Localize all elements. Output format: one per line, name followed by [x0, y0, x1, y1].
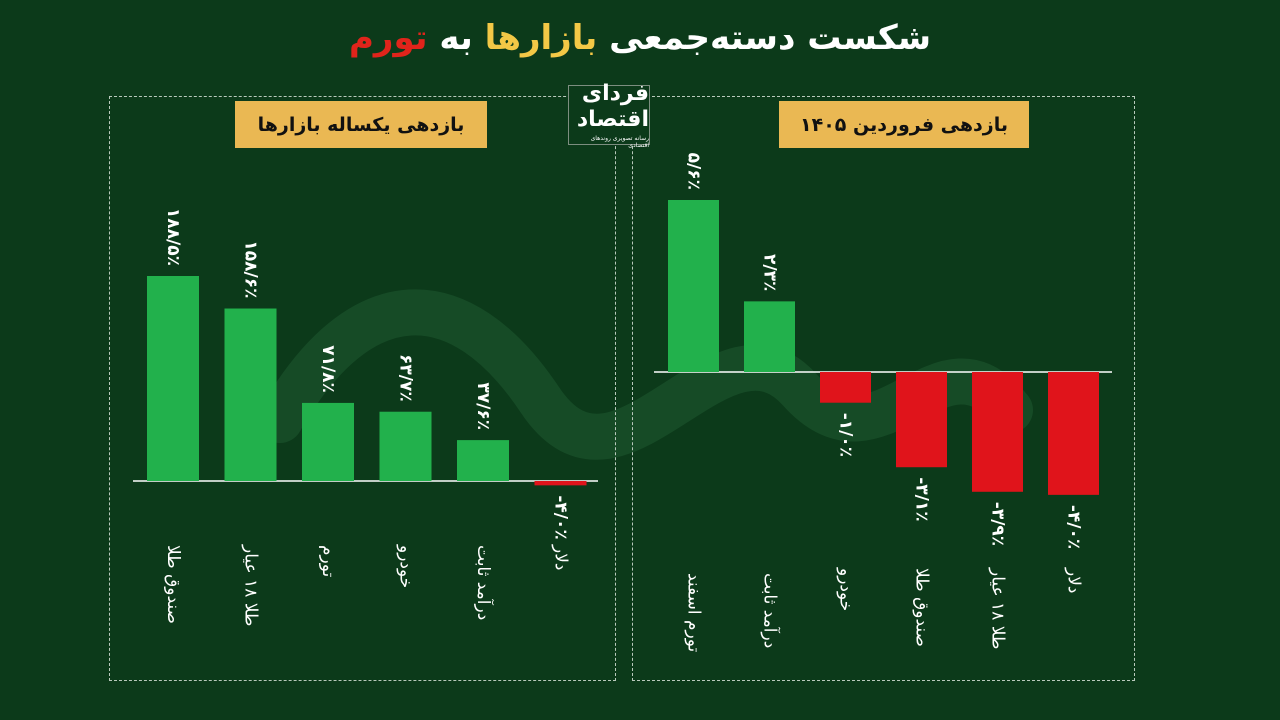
monthly-returns-header: بازدهی فروردین ۱۴۰۵ [779, 101, 1029, 148]
chart1-bar-1 [744, 301, 795, 372]
title-part2: بازارها [484, 18, 598, 58]
brand-logo: فردای اقتصاد رسانه تصویری روندهای اقتصاد… [568, 81, 650, 149]
chart0-bar-0 [147, 276, 199, 481]
chart1-category-label-1: درآمد ثابت [760, 573, 782, 648]
chart0-bar-2 [302, 402, 354, 481]
title-part4: تورم [348, 18, 428, 58]
yearly-returns-panel: بازدهی یکساله بازارها [109, 96, 616, 681]
monthly-returns-panel: بازدهی فروردین ۱۴۰۵ [632, 96, 1135, 681]
chart1-bar-0 [668, 200, 719, 372]
chart0-category-label-2: تورم [318, 545, 338, 578]
chart1-bar-2 [820, 372, 871, 403]
chart0-bar-4 [457, 440, 509, 481]
title-part1: شکست دسته‌جمعی [609, 18, 932, 58]
chart1-value-label-5: -۴/۰٪ [1064, 505, 1084, 549]
chart0-category-label-1: طلا ۱۸ عیار [241, 544, 261, 626]
chart1-category-label-5: دلار [1064, 567, 1084, 593]
chart0-category-label-3: خودرو [396, 544, 416, 588]
chart1-value-label-1: ۲/۳٪ [760, 254, 780, 291]
chart0-category-label-4: درآمد ثابت [473, 545, 495, 620]
chart1-category-label-2: خودرو [836, 567, 856, 611]
chart0-value-label-4: ۳۷/۶٪ [473, 382, 493, 430]
chart1-value-label-0: ۵/۶٪ [684, 153, 704, 190]
chart1-bar-3 [896, 372, 947, 468]
chart0-category-label-0: صندوق طلا [163, 545, 183, 624]
title-part3: به [439, 18, 473, 58]
chart0-value-label-3: ۶۳/۷٪ [396, 354, 416, 402]
logo-name: فردای اقتصاد [576, 81, 649, 132]
chart0-bar-5 [534, 481, 587, 486]
chart1-category-label-4: طلا ۱۸ عیار [988, 567, 1008, 649]
monthly-returns-title: بازدهی فروردین ۱۴۰۵ [800, 113, 1008, 136]
chart1-bar-5 [1048, 372, 1099, 495]
chart1-category-label-3: صندوق طلا [912, 568, 932, 647]
chart1-bar-4 [972, 372, 1023, 492]
chart0-value-label-0: ۱۸۸/۵٪ [163, 208, 183, 266]
logo-tagline: رسانه تصویری روندهای اقتصادی [590, 135, 649, 149]
chart0-value-label-1: ۱۵۸/۶٪ [241, 240, 261, 298]
chart1-value-label-3: -۳/۱٪ [912, 477, 932, 521]
page-title: شکست دسته‌جمعی بازارها به تورم [0, 18, 1280, 58]
yearly-returns-title: بازدهی یکساله بازارها [257, 113, 465, 136]
yearly-returns-header: بازدهی یکساله بازارها [235, 101, 487, 148]
chart1-value-label-2: -۱/۰٪ [836, 413, 856, 457]
chart1-value-label-4: -۳/۹٪ [988, 502, 1008, 546]
chart0-category-label-5: دلار [551, 544, 571, 570]
chart1-category-label-0: تورم اسفند [684, 573, 704, 653]
chart0-bar-1 [224, 308, 277, 481]
chart0-value-label-2: ۷۱/۸٪ [318, 345, 338, 393]
chart0-bar-3 [379, 411, 432, 481]
chart0-value-label-5: -۴/۰٪ [551, 495, 571, 539]
